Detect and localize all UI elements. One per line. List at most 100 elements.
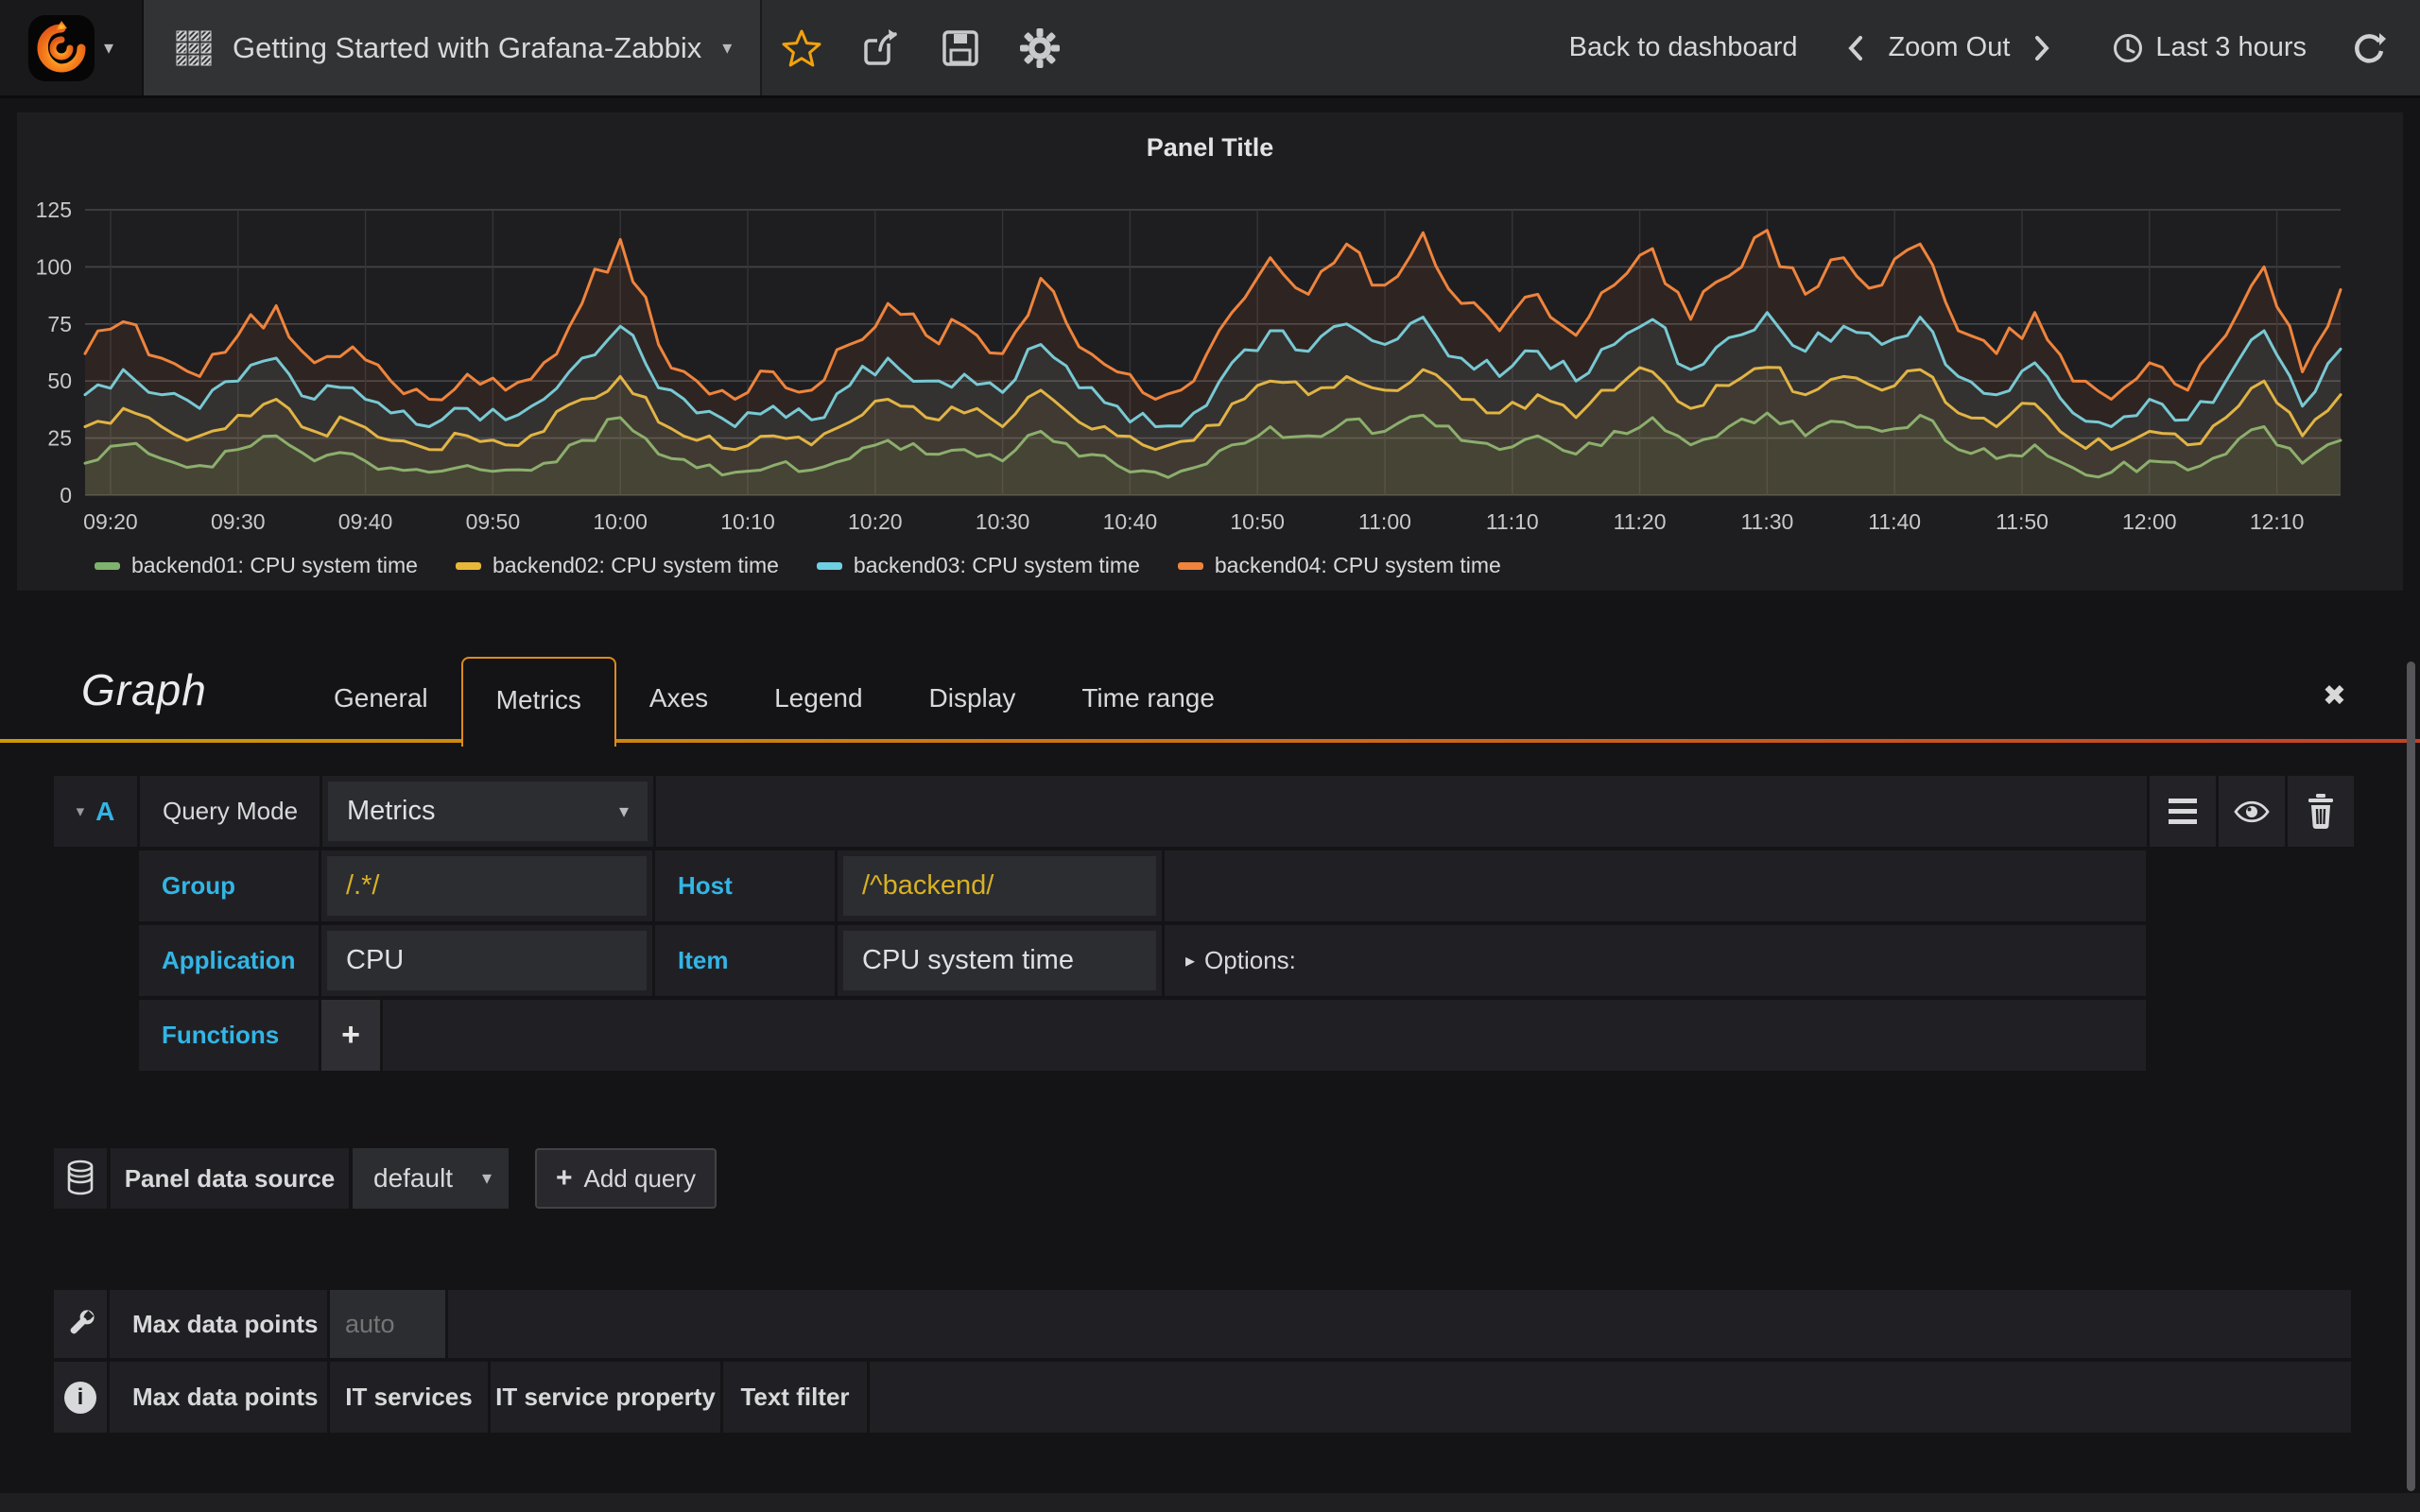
query-mode-dropdown[interactable]: Metrics ▾	[328, 782, 648, 841]
item-label: Item	[655, 925, 835, 996]
trash-icon	[2305, 793, 2337, 830]
help-tab-it-service-property[interactable]: IT service property	[491, 1362, 720, 1433]
query-row-header: ▾ A Query Mode Metrics ▾	[54, 776, 2354, 847]
add-query-button[interactable]: + Add query	[535, 1148, 717, 1209]
time-shift-right-button[interactable]	[2010, 35, 2074, 61]
max-data-points-input[interactable]	[330, 1290, 445, 1358]
svg-text:10:40: 10:40	[1103, 509, 1158, 534]
tab-axes[interactable]: Axes	[648, 683, 709, 713]
top-navbar: ▾ Getting Started with Grafana-Zabbix ▾	[0, 0, 2420, 98]
svg-text:50: 50	[47, 369, 72, 393]
tab-general[interactable]: General	[334, 683, 428, 713]
svg-text:125: 125	[36, 198, 72, 222]
add-query-label: Add query	[583, 1163, 697, 1193]
query-collapse-toggle[interactable]: ▾ A	[54, 776, 137, 847]
svg-text:100: 100	[36, 254, 72, 279]
timeseries-chart[interactable]: 0 25 50 75 100 125 09:20 09:30 09:40 09:50 10:00 10…	[17, 171, 2403, 549]
query-options-button[interactable]	[54, 1290, 107, 1358]
max-data-points-row: Max data points	[54, 1290, 2351, 1358]
time-shift-left-button[interactable]	[1824, 35, 1888, 61]
save-button[interactable]	[921, 0, 1000, 95]
add-function-button[interactable]: +	[321, 1000, 380, 1071]
query-delete-button[interactable]	[2288, 776, 2354, 847]
options-label: Options:	[1204, 946, 1296, 974]
legend-label: backend04: CPU system time	[1214, 553, 1501, 577]
group-filter-input[interactable]: /.*/	[327, 856, 647, 916]
chevron-down-icon: ▾	[103, 37, 114, 59]
query-toggle-visibility-button[interactable]	[2219, 776, 2285, 847]
footer-row-filler	[870, 1362, 2351, 1433]
legend-label: backend02: CPU system time	[492, 553, 779, 577]
query-mode-value: Metrics	[347, 796, 436, 826]
grafana-main-menu[interactable]: ▾	[0, 0, 144, 95]
zoom-out-button[interactable]: Zoom Out	[1888, 32, 2011, 62]
graph-panel: Panel Title 0 25 50 75 100 125 09:20 09:30 09:40…	[17, 112, 2403, 591]
svg-text:10:50: 10:50	[1230, 509, 1285, 534]
plus-icon: +	[555, 1162, 573, 1194]
datasource-dropdown[interactable]: default ▾	[353, 1148, 509, 1209]
dashboard-grid-icon	[176, 30, 212, 66]
query-row-filler	[383, 1000, 2146, 1071]
legend-item[interactable]: backend01: CPU system time	[95, 553, 418, 578]
query-row-functions: Functions +	[139, 1000, 2146, 1071]
tab-legend[interactable]: Legend	[774, 683, 863, 713]
legend-color-chip	[816, 561, 842, 570]
query-row-filler	[656, 776, 2147, 847]
group-label: Group	[139, 850, 319, 921]
options-toggle[interactable]: ▸ Options:	[1165, 946, 1296, 975]
item-filter-input[interactable]: CPU system time	[843, 931, 1156, 990]
max-data-points-label: Max data points	[110, 1290, 327, 1358]
dashboard-title: Getting Started with Grafana-Zabbix	[233, 30, 702, 64]
dashboard-title-dropdown[interactable]: Getting Started with Grafana-Zabbix ▾	[144, 0, 763, 95]
chevron-down-icon: ▾	[76, 801, 85, 820]
help-tab-text-filter[interactable]: Text filter	[723, 1362, 867, 1433]
refresh-button[interactable]	[2352, 31, 2386, 65]
tab-metrics[interactable]: Metrics	[460, 657, 616, 747]
svg-text:10:00: 10:00	[593, 509, 648, 534]
application-label: Application	[139, 925, 319, 996]
application-filter-input[interactable]: CPU	[327, 931, 647, 990]
legend-color-chip	[95, 561, 120, 570]
close-editor-button[interactable]: ✖	[2322, 680, 2346, 712]
scrollbar[interactable]	[2407, 662, 2415, 1491]
panel-data-source-label: Panel data source	[111, 1148, 349, 1209]
chevron-left-icon	[1848, 35, 1863, 60]
panel-type-title: Graph	[81, 665, 207, 714]
tab-time-range[interactable]: Time range	[1081, 683, 1215, 713]
legend-item[interactable]: backend04: CPU system time	[1177, 553, 1501, 578]
help-tab-max-data-points[interactable]: Max data points	[110, 1362, 327, 1433]
svg-text:11:10: 11:10	[1486, 509, 1539, 534]
svg-text:12:00: 12:00	[2122, 509, 2177, 534]
functions-label: Functions	[139, 1000, 319, 1071]
chevron-down-icon: ▾	[481, 1168, 492, 1189]
grafana-logo-icon	[27, 14, 95, 81]
share-icon	[860, 27, 902, 69]
help-tabs-row: i Max data points IT services IT service…	[54, 1362, 2351, 1433]
back-to-dashboard-button[interactable]: Back to dashboard	[1568, 32, 1798, 62]
legend-label: backend03: CPU system time	[853, 553, 1140, 577]
svg-text:11:20: 11:20	[1614, 509, 1667, 534]
help-button[interactable]: i	[54, 1362, 107, 1433]
panel-editor-header: Graph General Metrics Axes Legend Display Tim…	[0, 657, 2420, 747]
time-range-picker[interactable]: Last 3 hours	[2112, 32, 2307, 64]
share-button[interactable]	[841, 0, 921, 95]
legend-item[interactable]: backend03: CPU system time	[816, 553, 1140, 578]
svg-text:11:00: 11:00	[1358, 509, 1411, 534]
settings-button[interactable]	[1000, 0, 1080, 95]
tab-display[interactable]: Display	[928, 683, 1016, 713]
info-icon: i	[64, 1381, 96, 1414]
svg-text:11:40: 11:40	[1868, 509, 1921, 534]
datasource-row: Panel data source default ▾ + Add query	[54, 1148, 717, 1209]
star-button[interactable]	[762, 0, 841, 95]
host-filter-input[interactable]: /^backend/	[843, 856, 1156, 916]
query-menu-button[interactable]	[2150, 776, 2216, 847]
chevron-right-icon: ▸	[1185, 951, 1196, 971]
panel-title[interactable]: Panel Title	[1146, 133, 1274, 162]
help-tab-it-services[interactable]: IT services	[330, 1362, 488, 1433]
svg-text:09:30: 09:30	[211, 509, 266, 534]
wrench-icon	[64, 1308, 96, 1340]
legend-item[interactable]: backend02: CPU system time	[455, 553, 779, 578]
options-cell: ▸ Options:	[1165, 925, 2146, 996]
svg-text:11:30: 11:30	[1740, 509, 1793, 534]
